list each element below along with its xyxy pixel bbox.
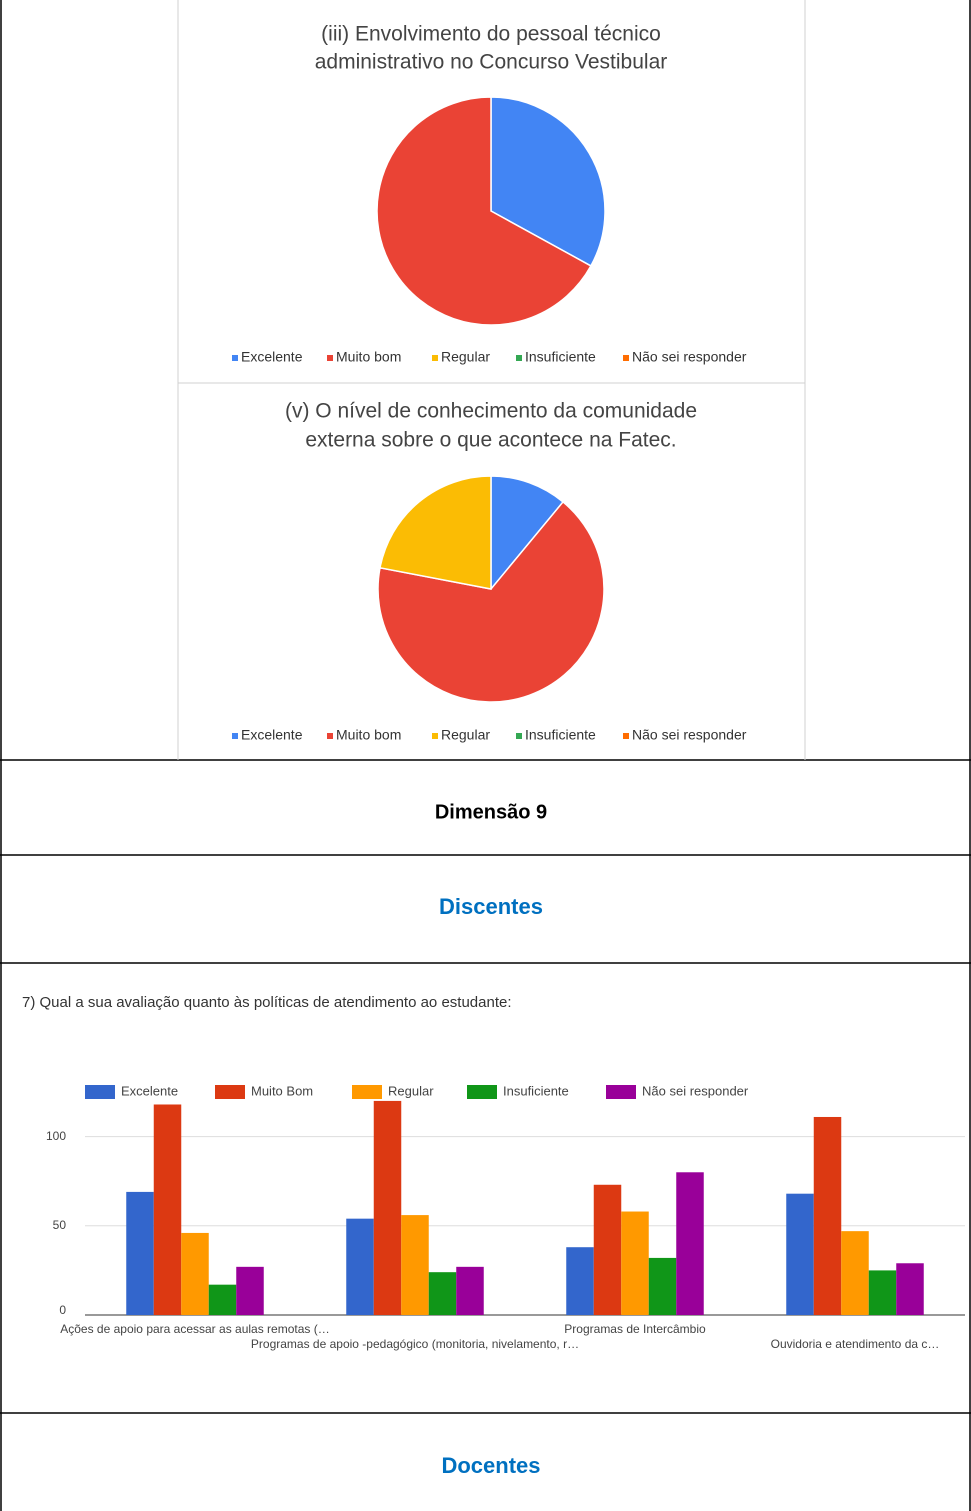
heading: Dimensão 9 bbox=[435, 801, 547, 823]
pie-panel-borders bbox=[177, 0, 806, 760]
legend-swatch bbox=[516, 355, 522, 361]
pie-slice bbox=[490, 96, 606, 267]
legend-swatch bbox=[352, 1085, 382, 1099]
heading: Discentes bbox=[439, 894, 543, 919]
legend-swatch bbox=[623, 355, 629, 361]
x-tick-label: Ações de apoio para acessar as aulas rem… bbox=[60, 1322, 329, 1336]
bar bbox=[153, 1104, 182, 1315]
pie-slice bbox=[376, 96, 592, 326]
chart-title: (v) O nível de conhecimento da comunidad… bbox=[285, 400, 697, 423]
x-tick-label: Programas de Intercâmbio bbox=[564, 1322, 706, 1336]
legend-swatch bbox=[327, 355, 333, 361]
legend-label: Insuficiente bbox=[525, 727, 596, 743]
legend-swatch bbox=[327, 733, 333, 739]
legend-swatch bbox=[467, 1085, 497, 1099]
bar bbox=[181, 1232, 209, 1315]
bar bbox=[236, 1266, 264, 1315]
legend-swatch bbox=[432, 733, 438, 739]
pie-slice bbox=[379, 475, 492, 590]
legend-label: Insuficiente bbox=[525, 349, 596, 365]
heading: Docentes bbox=[441, 1453, 540, 1478]
pie-slice bbox=[490, 475, 565, 592]
bar bbox=[428, 1272, 457, 1315]
legend-swatch bbox=[232, 733, 238, 739]
bar bbox=[841, 1231, 869, 1315]
x-tick-label: Programas de apoio -pedagógico (monitori… bbox=[251, 1337, 579, 1351]
legend-label: Não sei responder bbox=[642, 1083, 749, 1098]
pie-slice bbox=[377, 500, 605, 703]
bar bbox=[566, 1247, 594, 1315]
legend-label: Excelente bbox=[241, 349, 303, 365]
legend-swatch bbox=[623, 733, 629, 739]
legend-swatch bbox=[232, 355, 238, 361]
legend-label: Excelente bbox=[121, 1083, 178, 1098]
x-tick-label: Ouvidoria e atendimento da c… bbox=[771, 1337, 940, 1351]
legend-swatch bbox=[215, 1085, 245, 1099]
y-tick-label: 50 bbox=[53, 1218, 67, 1232]
bar bbox=[373, 1100, 402, 1315]
legend-label: Regular bbox=[388, 1083, 434, 1098]
legend-swatch bbox=[85, 1085, 115, 1099]
legend-swatch bbox=[606, 1085, 636, 1099]
legend-label: Muito bom bbox=[336, 349, 401, 365]
bar bbox=[896, 1263, 924, 1315]
chart-title: 7) Qual a sua avaliação quanto às políti… bbox=[22, 994, 512, 1011]
bar bbox=[401, 1215, 429, 1315]
bar bbox=[593, 1184, 622, 1315]
legend-label: Regular bbox=[441, 727, 490, 743]
y-tick-label: 100 bbox=[46, 1129, 66, 1143]
bar bbox=[868, 1270, 897, 1315]
bar bbox=[621, 1211, 649, 1315]
bar bbox=[813, 1116, 842, 1315]
legend-swatch bbox=[432, 355, 438, 361]
chart-title: administrativo no Concurso Vestibular bbox=[315, 51, 668, 74]
bar bbox=[786, 1193, 814, 1315]
legend-label: Não sei responder bbox=[632, 349, 747, 365]
legend-label: Muito Bom bbox=[251, 1083, 313, 1098]
bar bbox=[676, 1172, 704, 1315]
bar bbox=[126, 1191, 154, 1315]
bar bbox=[456, 1266, 484, 1315]
legend-label: Insuficiente bbox=[503, 1083, 569, 1098]
legend-label: Muito bom bbox=[336, 727, 401, 743]
legend-swatch bbox=[516, 733, 522, 739]
bar bbox=[346, 1218, 374, 1315]
legend-label: Não sei responder bbox=[632, 727, 747, 743]
legend-label: Regular bbox=[441, 349, 490, 365]
chart-title: externa sobre o que acontece na Fatec. bbox=[305, 429, 676, 452]
bar bbox=[208, 1284, 237, 1315]
y-tick-label: 0 bbox=[59, 1303, 66, 1317]
chart-title: (iii) Envolvimento do pessoal técnico bbox=[321, 23, 661, 46]
bar bbox=[648, 1257, 677, 1315]
legend-label: Excelente bbox=[241, 727, 303, 743]
